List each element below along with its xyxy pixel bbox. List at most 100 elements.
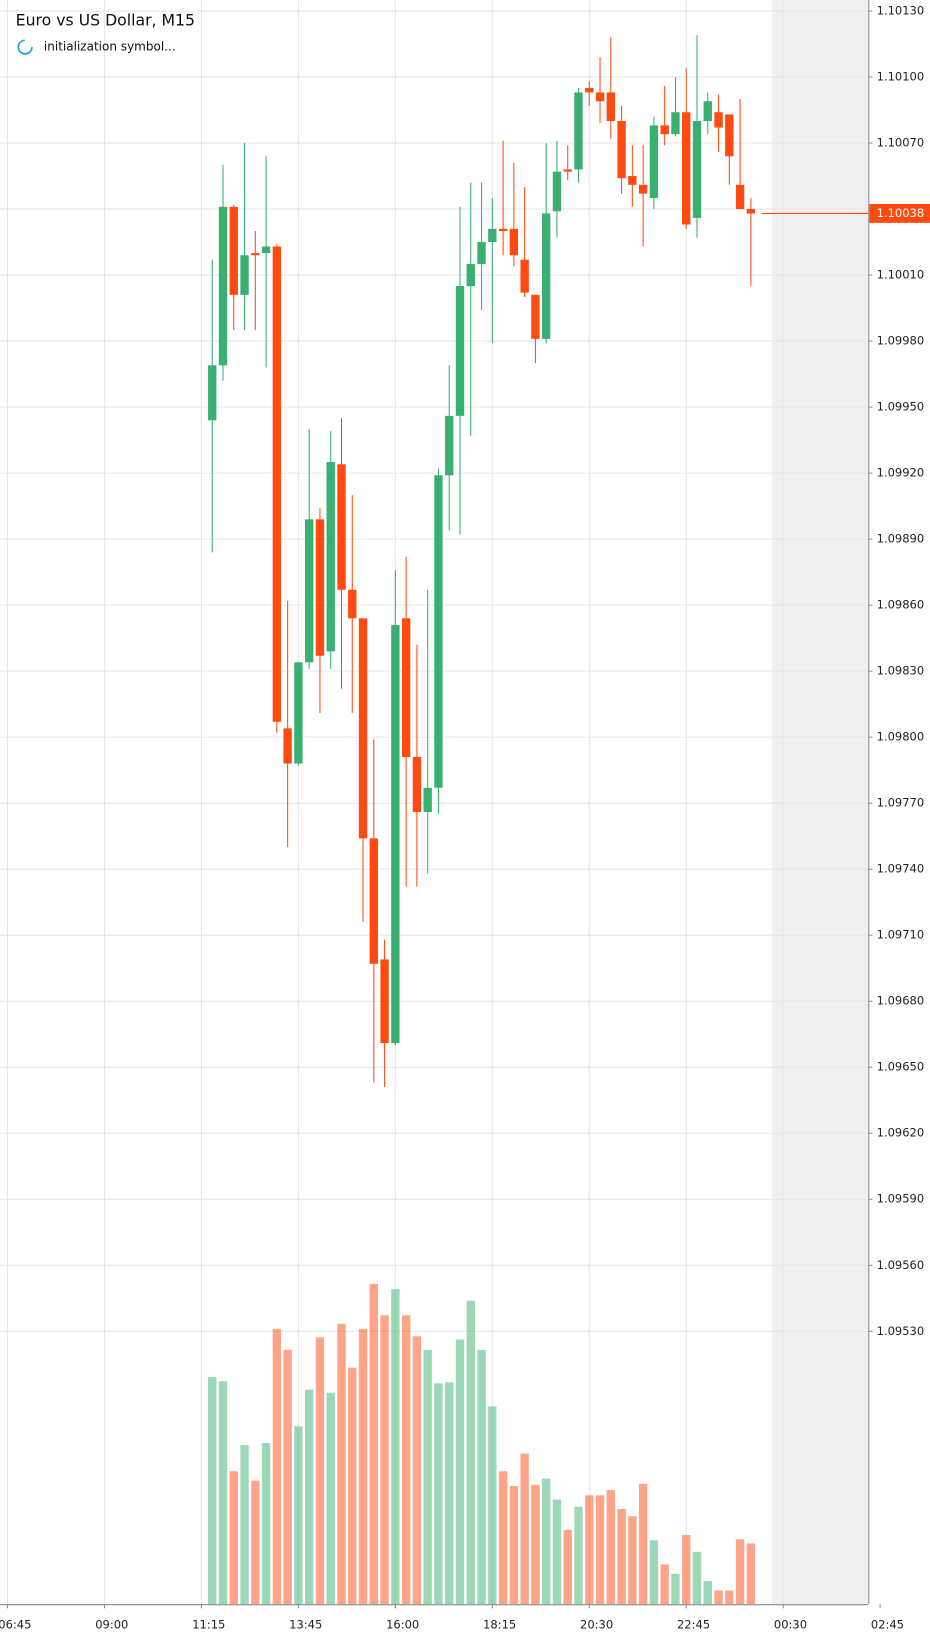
volume-bar — [531, 1484, 540, 1605]
volume-bar — [520, 1453, 529, 1605]
volume-bar — [348, 1367, 357, 1605]
candle-body — [595, 92, 605, 102]
candle-body — [348, 589, 357, 619]
volume-bar — [735, 1539, 745, 1605]
candle-body — [337, 464, 346, 590]
volume-bar — [391, 1289, 400, 1605]
volume-bar — [337, 1323, 346, 1605]
candle-body — [261, 246, 271, 254]
loading-spinner — [17, 39, 33, 55]
volume-bar — [649, 1540, 659, 1605]
candle-body — [304, 519, 314, 663]
candle-body — [574, 92, 583, 170]
y-tick-label: 1.09860 — [877, 598, 925, 612]
x-tick-label: 09:00 — [95, 1618, 128, 1632]
volume-bar — [445, 1382, 454, 1605]
candle-body — [498, 228, 508, 232]
candle-body — [477, 242, 486, 265]
volume-bar — [606, 1490, 615, 1605]
candle-body — [628, 176, 637, 185]
volume-bar — [714, 1590, 723, 1605]
candle-body — [552, 171, 562, 212]
candle-body — [660, 125, 669, 135]
candle-body — [229, 206, 238, 295]
candle-body — [251, 253, 260, 256]
x-tick-label: 18:15 — [483, 1618, 516, 1632]
x-tick-label: 13:45 — [289, 1618, 322, 1632]
volume-bar — [315, 1337, 325, 1605]
volume-bar — [380, 1315, 389, 1605]
volume-bar — [283, 1349, 292, 1605]
volume-bar — [208, 1377, 217, 1605]
y-tick-label: 1.09710 — [877, 928, 925, 942]
last-price-label: 1.10038 — [877, 206, 925, 220]
volume-bar — [466, 1300, 475, 1605]
volume-bar — [423, 1349, 432, 1605]
candle-body — [606, 92, 615, 122]
candle-body — [380, 959, 389, 1044]
y-tick-label: 1.09620 — [877, 1126, 925, 1140]
y-tick-label: 1.09920 — [877, 466, 925, 480]
volume-bar — [682, 1535, 691, 1605]
volume-bar — [574, 1506, 583, 1605]
future-area — [772, 0, 869, 1605]
x-tick-label: 11:15 — [192, 1618, 225, 1632]
candle-body — [240, 255, 249, 295]
candle-body — [294, 662, 303, 764]
volume-bar — [369, 1283, 378, 1605]
volume-bar — [412, 1336, 422, 1605]
volume-bar — [617, 1508, 626, 1605]
candle-body — [283, 728, 292, 764]
x-tick-label: 16:00 — [386, 1618, 419, 1632]
candle-body — [671, 112, 680, 135]
x-tick-label: 02:45 — [871, 1618, 904, 1632]
volume-bar — [358, 1328, 368, 1605]
volume-bar — [595, 1495, 605, 1605]
candle-body — [455, 286, 465, 416]
volume-bar — [218, 1381, 228, 1605]
candle-body — [725, 114, 734, 157]
candle-body — [735, 184, 745, 210]
candle-body — [714, 112, 723, 128]
candle-body — [541, 213, 551, 339]
volume-bar — [563, 1529, 572, 1605]
candle-body — [638, 184, 648, 194]
x-tick-label: 06:45 — [0, 1618, 31, 1632]
candle-body — [218, 206, 228, 366]
y-tick-label: 1.09650 — [877, 1060, 925, 1074]
y-tick-label: 1.10070 — [877, 136, 925, 150]
x-tick-label: 22:45 — [677, 1618, 710, 1632]
candle-body — [531, 294, 540, 339]
volume-bar — [240, 1445, 249, 1605]
volume-bar — [272, 1328, 282, 1605]
candle-body — [649, 125, 659, 199]
y-tick-label: 1.10130 — [877, 4, 925, 18]
candle-body — [509, 228, 519, 256]
y-tick-label: 1.09530 — [877, 1324, 925, 1338]
candle-body — [585, 88, 594, 93]
y-tick-label: 1.09890 — [877, 532, 925, 546]
volume-bar — [294, 1426, 303, 1605]
candle-body — [391, 624, 400, 1044]
volume-bar — [552, 1499, 562, 1605]
volume-bar — [585, 1495, 594, 1605]
candle-body — [412, 756, 422, 812]
volume-bar — [746, 1543, 756, 1605]
volume-bar — [304, 1389, 314, 1605]
volume-bar — [725, 1590, 734, 1605]
candle-body — [746, 209, 756, 214]
volume-bar — [703, 1581, 712, 1605]
candle-body — [369, 838, 378, 964]
candle-body — [358, 618, 368, 839]
volume-bar — [671, 1573, 680, 1605]
candle-body — [563, 169, 572, 172]
y-tick-label: 1.09560 — [877, 1258, 925, 1272]
volume-bar — [628, 1516, 637, 1605]
volume-bar — [261, 1442, 271, 1605]
volume-bar — [692, 1551, 702, 1605]
volume-bar — [660, 1564, 669, 1605]
y-tick-label: 1.09980 — [877, 334, 925, 348]
candle-body — [272, 246, 282, 722]
